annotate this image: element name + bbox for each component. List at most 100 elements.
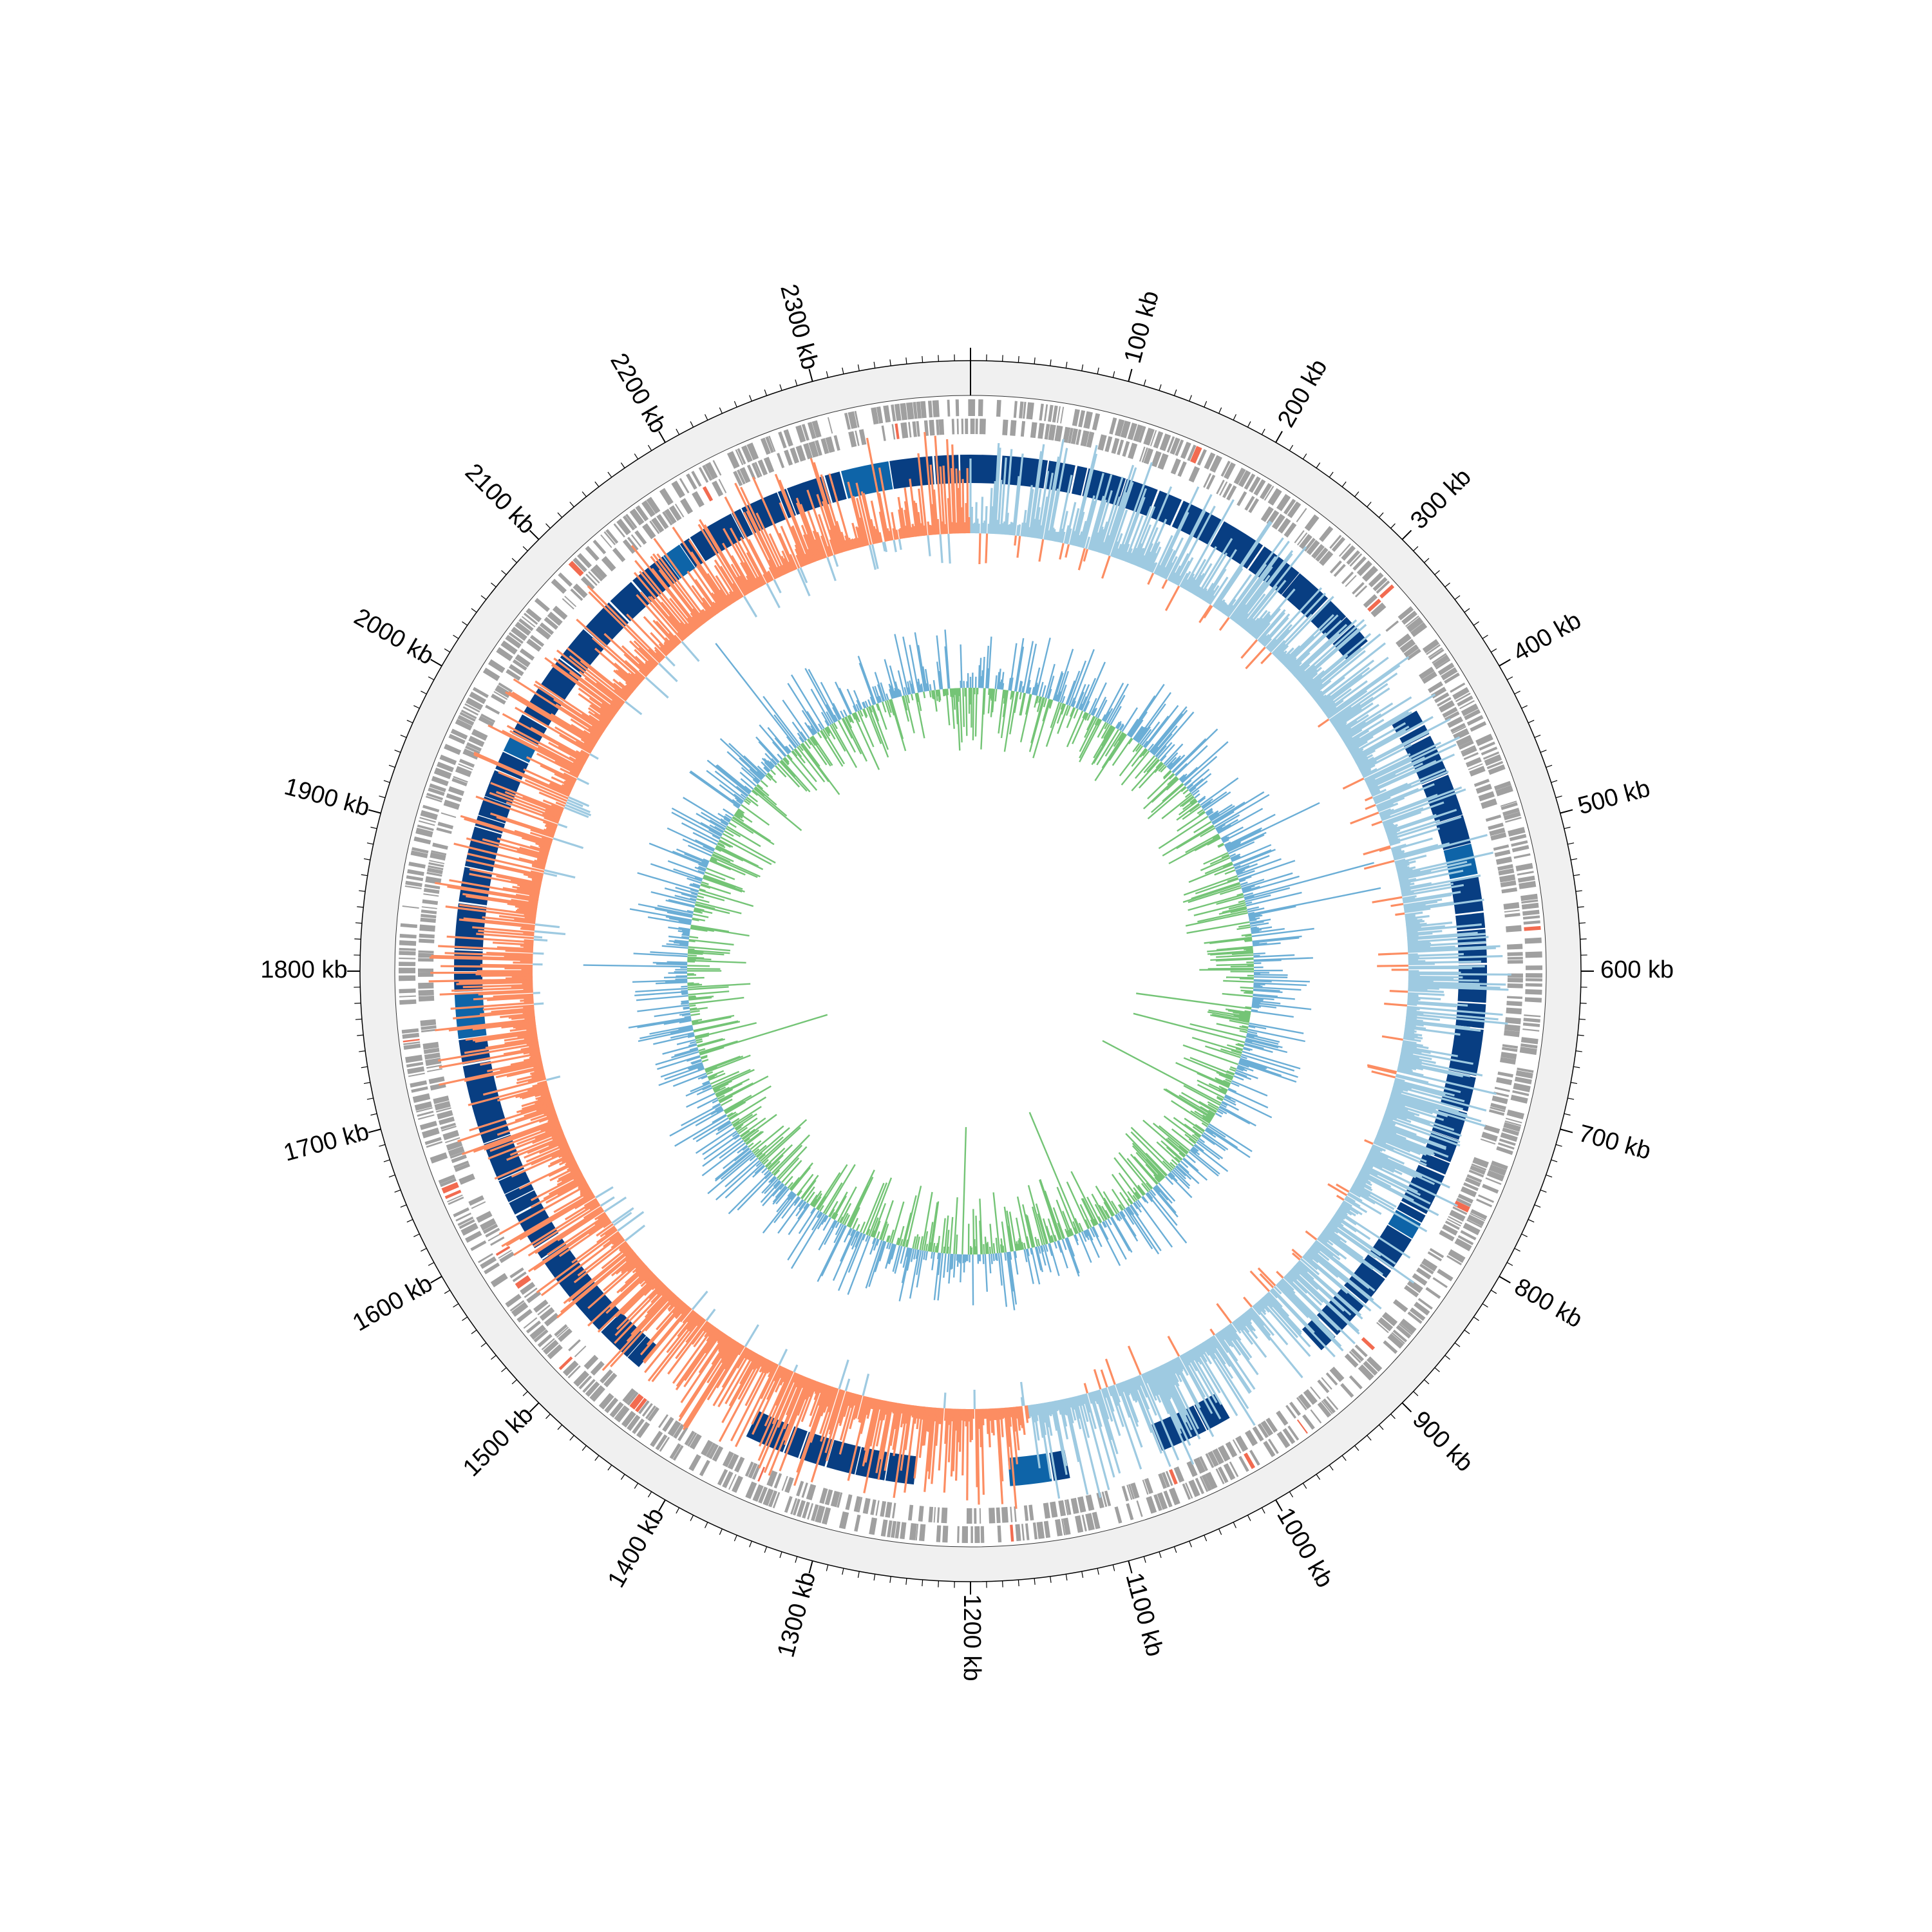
grey-feature bbox=[424, 1052, 440, 1060]
skew-bar bbox=[535, 1127, 562, 1140]
skew-bar bbox=[1134, 1376, 1150, 1410]
skew-bar bbox=[1350, 811, 1379, 825]
skew-bar bbox=[1332, 1215, 1357, 1233]
content-bar bbox=[773, 714, 799, 747]
content-bar bbox=[1094, 1204, 1105, 1222]
content-bar bbox=[1076, 692, 1084, 709]
skew-bar bbox=[643, 616, 675, 650]
skew-bar bbox=[1274, 596, 1334, 658]
content-bar bbox=[876, 1239, 880, 1246]
skew-bar bbox=[1186, 558, 1207, 592]
skew-bar bbox=[564, 1198, 598, 1220]
content-bar bbox=[797, 732, 805, 743]
skew-bar bbox=[1088, 1392, 1093, 1404]
content-bar bbox=[1236, 926, 1251, 931]
grey-feature bbox=[1296, 507, 1307, 522]
content-bar bbox=[890, 699, 904, 739]
content-bar bbox=[984, 1254, 988, 1292]
grey-feature bbox=[1523, 920, 1540, 925]
skew-bar bbox=[732, 591, 739, 601]
content-bar bbox=[1217, 819, 1238, 833]
grey-feature bbox=[1515, 1070, 1533, 1079]
grey-feature bbox=[1475, 783, 1492, 794]
content-bar bbox=[692, 917, 706, 922]
blue-feature-block bbox=[1392, 710, 1424, 737]
skew-bar bbox=[435, 882, 539, 901]
grey-feature bbox=[1322, 1398, 1336, 1414]
skew-bar bbox=[1198, 604, 1212, 623]
skew-bar bbox=[826, 1387, 835, 1407]
skew-bar bbox=[542, 813, 560, 822]
grey-feature bbox=[605, 529, 619, 544]
grey-feature bbox=[1010, 1506, 1013, 1522]
grey-feature bbox=[1458, 740, 1474, 750]
content-bar bbox=[1189, 1023, 1247, 1039]
content-bar bbox=[1079, 696, 1088, 711]
grey-feature bbox=[590, 1361, 605, 1376]
content-bar bbox=[802, 743, 820, 767]
skew-bar bbox=[1408, 989, 1444, 993]
skew-bar bbox=[526, 756, 577, 782]
skew-bar bbox=[1167, 494, 1213, 581]
content-bar bbox=[1226, 831, 1267, 852]
content-bar bbox=[925, 668, 930, 691]
content-bar bbox=[944, 688, 947, 696]
skew-bar bbox=[826, 556, 837, 582]
grey-feature bbox=[535, 626, 551, 640]
grey-feature bbox=[1450, 682, 1466, 693]
content-bar bbox=[780, 760, 796, 777]
grey-feature bbox=[450, 728, 468, 740]
minor-tick bbox=[1551, 780, 1558, 783]
skew-bar bbox=[1284, 1275, 1356, 1345]
blue-feature-block bbox=[1309, 599, 1347, 636]
grey-feature bbox=[523, 612, 538, 625]
content-bar bbox=[1003, 690, 1006, 699]
red-feature bbox=[402, 1038, 420, 1043]
grey-feature bbox=[613, 523, 625, 538]
grey-feature bbox=[440, 1122, 457, 1130]
grey-feature bbox=[1435, 658, 1451, 670]
skew-bar bbox=[625, 1224, 646, 1242]
content-bar bbox=[1084, 713, 1090, 721]
skew-bar bbox=[849, 539, 855, 550]
content-bar bbox=[703, 874, 743, 890]
content-bar bbox=[717, 813, 731, 822]
skew-bar bbox=[530, 1110, 556, 1122]
grey-feature bbox=[1470, 721, 1487, 732]
grey-feature bbox=[1416, 1267, 1432, 1280]
grey-feature bbox=[519, 648, 535, 661]
skew-bar bbox=[565, 801, 591, 813]
grey-feature bbox=[1252, 1426, 1264, 1442]
skew-bar bbox=[900, 1405, 911, 1471]
skew-bar bbox=[1390, 1092, 1468, 1117]
skew-bar bbox=[1364, 1160, 1458, 1208]
grey-feature bbox=[1484, 1124, 1501, 1134]
content-bar bbox=[1034, 684, 1039, 696]
content-bar bbox=[1244, 1043, 1264, 1050]
skew-bar bbox=[1408, 945, 1455, 951]
skew-bar bbox=[569, 655, 627, 702]
content-bar bbox=[1215, 824, 1226, 831]
grey-feature bbox=[448, 786, 465, 796]
skew-bar bbox=[1161, 579, 1168, 589]
skew-bar bbox=[1300, 1258, 1320, 1276]
content-bar bbox=[1157, 1173, 1164, 1180]
skew-bar bbox=[923, 1406, 929, 1446]
skew-bar bbox=[1101, 496, 1121, 554]
skew-bar bbox=[758, 1374, 800, 1469]
skew-bar bbox=[521, 837, 551, 848]
skew-bar bbox=[1404, 1027, 1415, 1032]
skew-bar bbox=[1328, 1222, 1415, 1284]
grey-feature bbox=[1019, 401, 1024, 419]
skew-bar bbox=[1031, 1404, 1036, 1423]
content-bar bbox=[692, 1014, 735, 1025]
tick-label: 1600 kb bbox=[348, 1270, 437, 1337]
grey-feature bbox=[1469, 766, 1486, 777]
content-bar bbox=[1200, 827, 1216, 838]
grey-feature bbox=[526, 1320, 542, 1334]
content-bar bbox=[851, 713, 856, 720]
minor-tick bbox=[857, 364, 860, 371]
major-tick bbox=[1128, 1560, 1133, 1574]
content-bar bbox=[693, 910, 703, 914]
grey-feature bbox=[1410, 622, 1428, 638]
